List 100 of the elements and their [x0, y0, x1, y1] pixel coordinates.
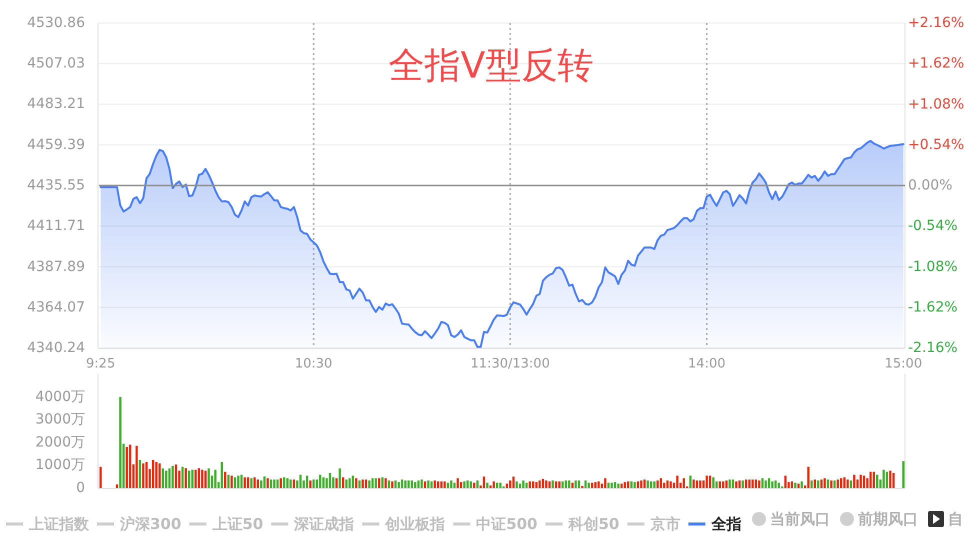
bar: [404, 480, 406, 488]
bar: [306, 476, 308, 488]
bar: [656, 480, 659, 488]
bar: [172, 466, 174, 488]
bar: [174, 464, 178, 488]
y-tick-label: 2000万: [35, 434, 85, 450]
bar: [578, 480, 580, 488]
text: 沪深300: [119, 515, 182, 533]
bar: [273, 480, 276, 488]
bar: [266, 478, 269, 488]
bar: [394, 480, 397, 488]
bar: [771, 481, 774, 488]
bar: [535, 482, 538, 488]
bar: [482, 476, 486, 488]
bar: [670, 481, 672, 488]
x-tick-label: 9:25: [86, 356, 116, 372]
bar: [201, 470, 204, 488]
bar: [348, 478, 351, 488]
bar: [528, 481, 531, 488]
bar: [728, 480, 731, 488]
y2-tick-label: -1.62%: [908, 299, 958, 316]
y-tick-label: 4340.24: [27, 340, 86, 356]
y-tick-label: 3000万: [35, 412, 85, 428]
bar: [800, 481, 803, 488]
x-tick-label: 10:30: [294, 356, 332, 372]
text: 深证成指: [293, 515, 354, 533]
bar: [364, 480, 368, 488]
bar: [371, 478, 374, 488]
bar: [614, 482, 616, 488]
bar: [682, 478, 685, 488]
bar: [742, 480, 744, 488]
bar: [198, 468, 200, 488]
bar: [388, 480, 390, 488]
bar: [617, 484, 620, 488]
bar: [889, 470, 892, 488]
bar: [374, 478, 377, 488]
y2-tick-label: -0.54%: [908, 218, 958, 234]
text: 当前风口: [770, 510, 830, 528]
bar: [646, 480, 649, 488]
bar: [846, 480, 849, 488]
bar: [853, 474, 856, 488]
bar: [634, 482, 636, 488]
bar: [332, 477, 334, 488]
bar: [250, 478, 252, 488]
bar: [463, 481, 466, 488]
bar: [486, 482, 488, 488]
bar: [558, 481, 560, 488]
bar: [362, 480, 364, 488]
bar: [552, 480, 554, 488]
bar: [564, 480, 568, 488]
bar: [574, 480, 577, 488]
y-tick-label: 4411.71: [27, 218, 85, 234]
bar: [598, 481, 600, 488]
bar: [256, 480, 260, 488]
bar: [270, 480, 272, 488]
bar: [230, 476, 233, 488]
bar: [319, 474, 322, 488]
bar: [807, 466, 810, 488]
bar: [509, 480, 512, 488]
bar: [624, 482, 626, 488]
bar: [660, 478, 662, 488]
bar: [244, 477, 246, 488]
bar: [725, 480, 728, 488]
bar: [142, 463, 144, 488]
x-tick-label: 15:00: [884, 356, 922, 372]
y-tick-label: 4507.03: [27, 56, 85, 72]
bar: [309, 480, 312, 488]
y2-tick-label: +1.62%: [908, 56, 964, 72]
bar: [280, 478, 282, 488]
bar: [489, 485, 492, 488]
x-tick-label: 14:00: [688, 356, 726, 372]
bar: [444, 481, 446, 488]
bar: [512, 476, 515, 488]
bar: [676, 476, 678, 488]
bar: [620, 484, 623, 488]
bar: [224, 472, 226, 488]
bar: [666, 480, 669, 488]
bar: [604, 478, 606, 488]
bar: [588, 482, 590, 488]
bar: [748, 480, 750, 488]
bar: [732, 480, 734, 488]
bar: [706, 476, 708, 488]
bar: [391, 481, 394, 488]
bar: [758, 480, 760, 488]
bar: [499, 482, 502, 488]
bar: [165, 470, 168, 488]
bar: [129, 444, 132, 488]
bar: [420, 480, 423, 488]
bar: [584, 480, 587, 488]
bar: [290, 480, 292, 488]
bar: [427, 480, 430, 488]
bar: [410, 480, 414, 488]
bar: [692, 480, 695, 488]
bar: [840, 478, 842, 488]
bar: [138, 460, 142, 488]
bar: [764, 480, 767, 488]
bar: [434, 480, 436, 488]
bar: [814, 480, 816, 488]
bar: [696, 480, 698, 488]
bar: [902, 461, 904, 488]
